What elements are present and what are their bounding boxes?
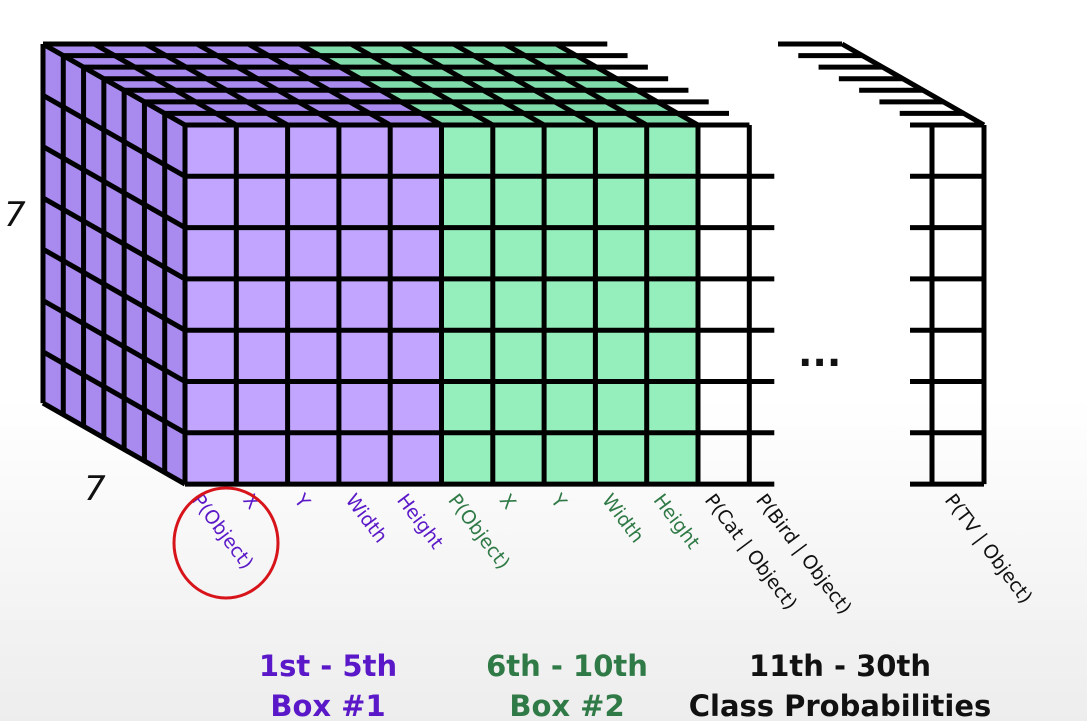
top-column-line <box>195 41 341 128</box>
tensor-top-face <box>41 41 750 128</box>
group-caption-name: Box #1 <box>270 689 385 721</box>
side-row-line <box>41 195 187 282</box>
top-column-line <box>41 41 187 128</box>
p-object-highlight-circle <box>172 486 280 600</box>
front-box1-fill <box>185 125 442 485</box>
tensor-front-face <box>182 122 775 487</box>
top-face-box1-fill <box>43 44 442 125</box>
top-column-line <box>349 41 495 128</box>
tensor-left-side-face <box>40 41 188 487</box>
column-label: Height <box>392 490 447 553</box>
side-row-line <box>41 144 187 230</box>
column-label: Height <box>649 490 704 553</box>
group-captions: 1st - 5th Box #1 6th - 10th Box #2 11th - 30… <box>259 649 991 721</box>
column-label: P(TV | Object) <box>940 490 1037 608</box>
column-label: P(Cat | Object) <box>700 490 801 614</box>
width-dimension-label: 7 <box>84 469 106 509</box>
top-column-line <box>400 41 546 128</box>
side-row-line <box>41 247 187 333</box>
group-caption-range: 6th - 10th <box>486 649 648 683</box>
ellipsis: ... <box>798 331 841 375</box>
side-row-line <box>41 93 187 179</box>
top-column-line <box>554 41 700 128</box>
top-column-line <box>246 41 392 128</box>
column-label: Width <box>597 490 648 547</box>
top-column-line <box>503 41 648 128</box>
top-column-line <box>93 41 238 128</box>
column-label: X <box>495 490 520 514</box>
group-caption-name: Class Probabilities <box>689 689 992 721</box>
group-caption-range: 1st - 5th <box>259 649 397 683</box>
top-column-line <box>298 41 443 128</box>
tensor-last-class-slice <box>778 41 987 487</box>
group-caption-name: Box #2 <box>509 689 624 721</box>
top-face-box2-fill <box>299 44 698 125</box>
column-label: Y <box>289 489 314 513</box>
top-column-line <box>144 41 289 128</box>
column-label: Width <box>341 490 392 547</box>
group-caption-range: 11th - 30th <box>749 649 931 683</box>
height-dimension-label: 7 <box>4 195 26 235</box>
side-row-line <box>41 349 187 435</box>
column-label: Y <box>546 489 571 513</box>
side-row-line <box>41 400 187 487</box>
side-row-line <box>41 298 187 384</box>
top-column-line <box>452 41 597 128</box>
front-box2-fill <box>441 125 698 485</box>
